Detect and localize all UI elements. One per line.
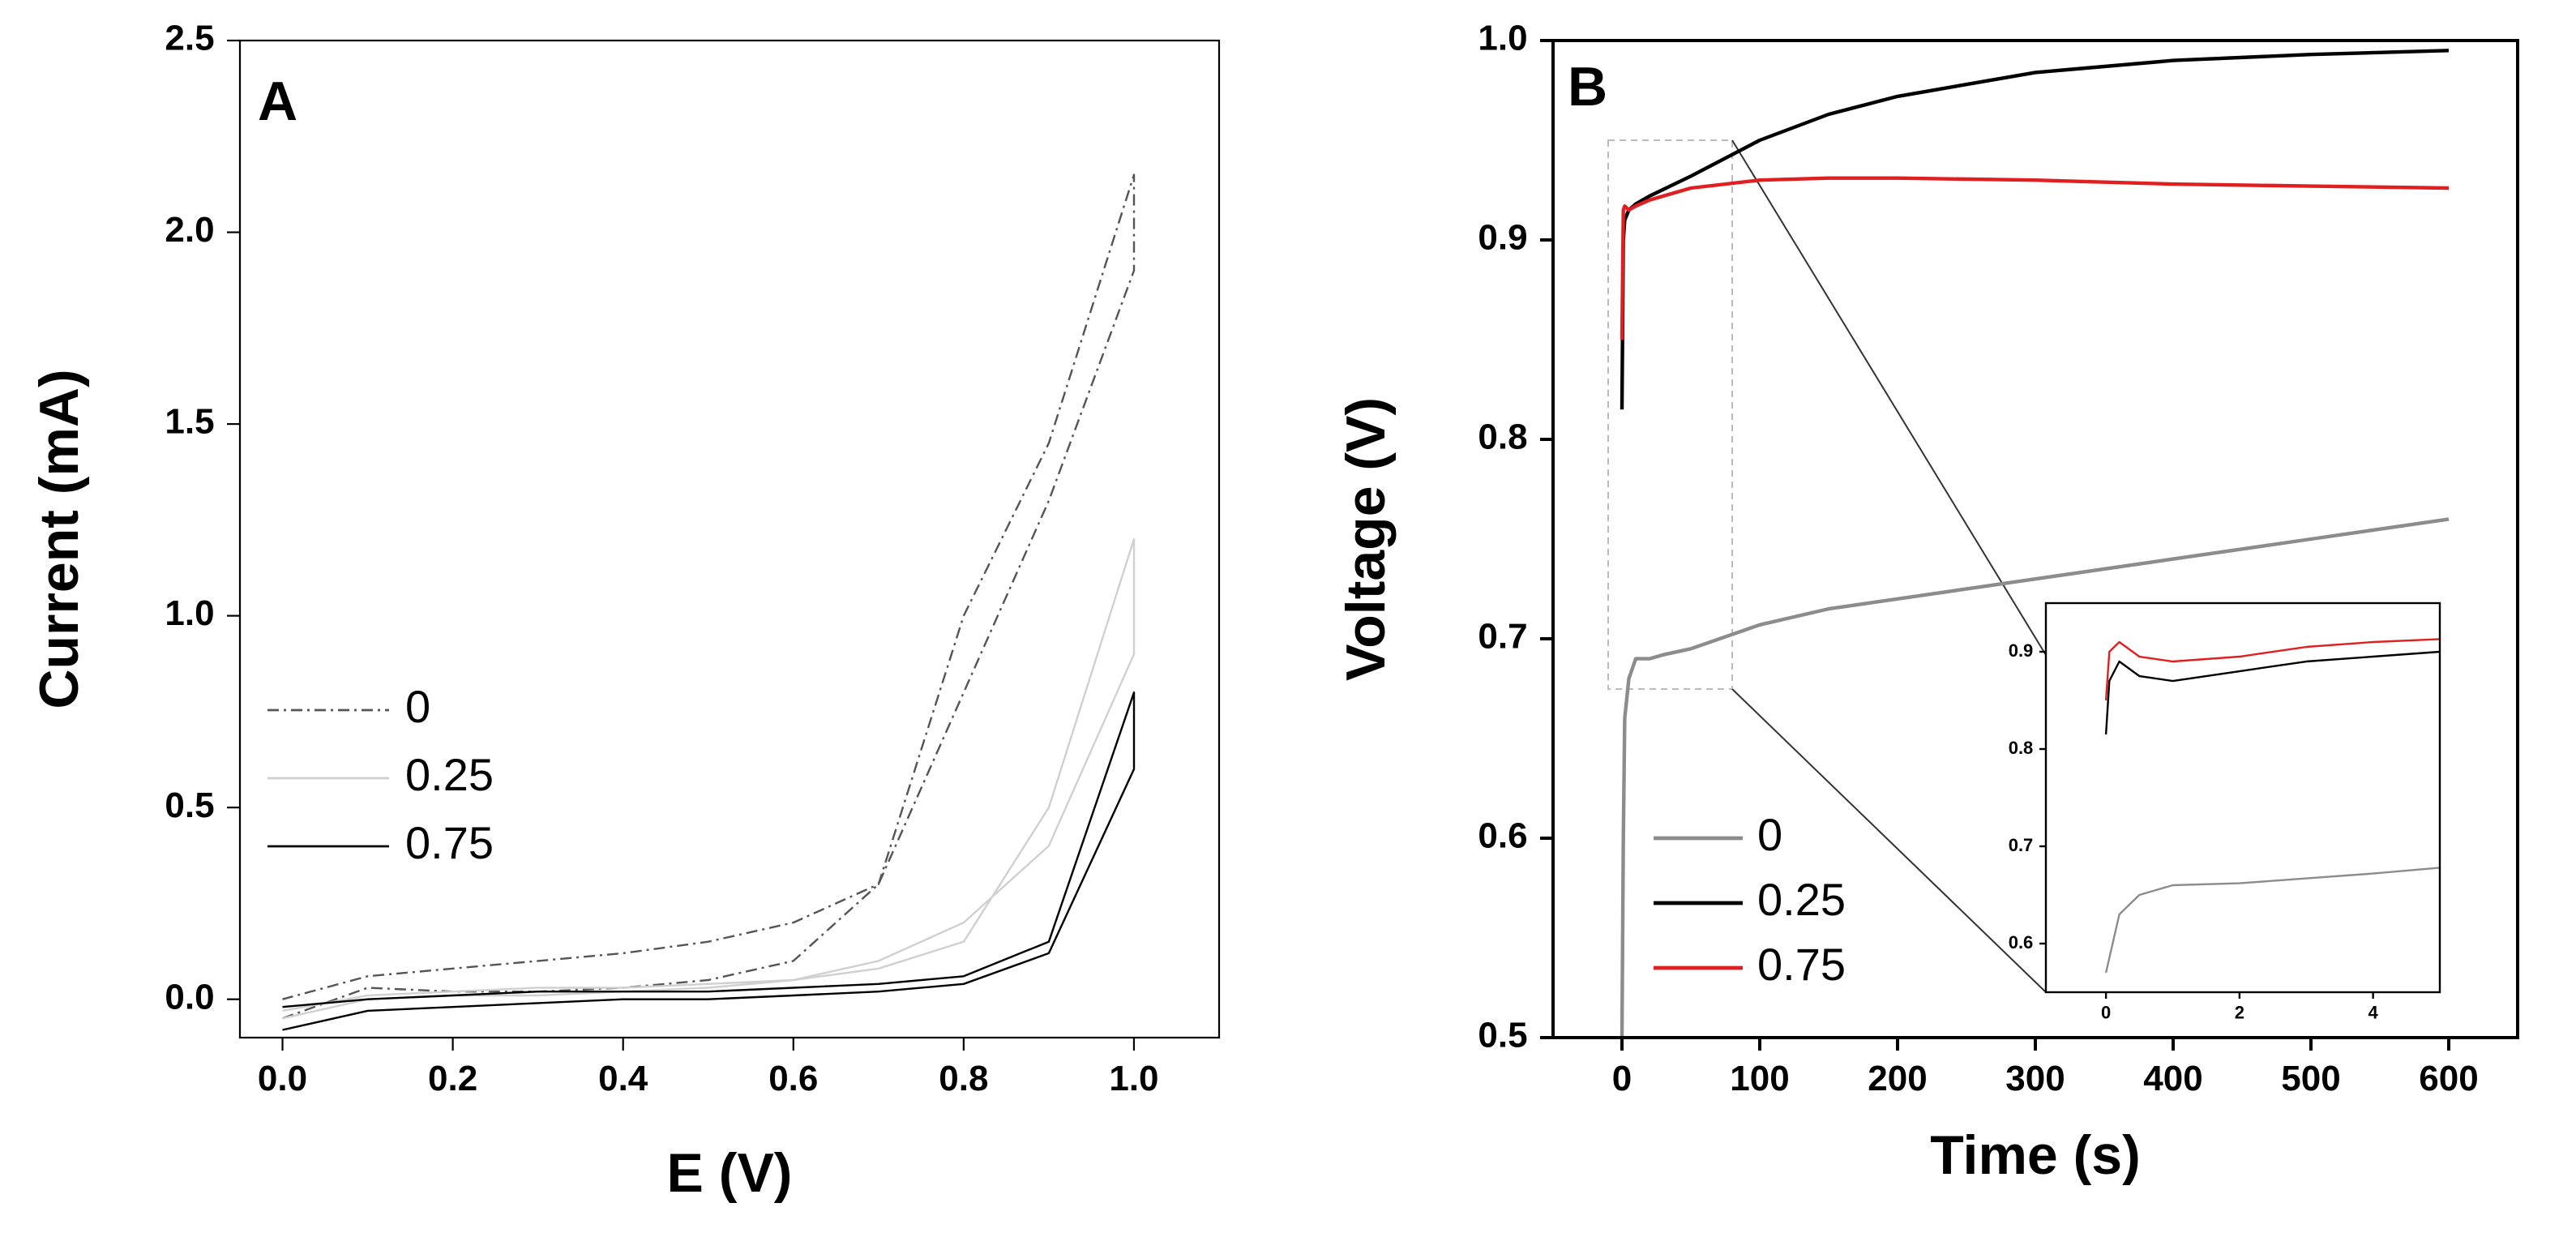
y-tick-label: 1.0 <box>165 593 214 633</box>
panel-label: A <box>258 71 297 132</box>
x-tick-label: 1.0 <box>1109 1059 1158 1098</box>
y-tick-label: 0.5 <box>1478 1016 1527 1055</box>
panel-label: B <box>1568 56 1607 118</box>
y-axis-label: Voltage (V) <box>1335 397 1397 681</box>
data-line <box>1620 176 2450 340</box>
x-tick-label: 0 <box>2101 1003 2111 1023</box>
y-axis-label: Current (mA) <box>28 369 90 708</box>
y-tick-label: 0.0 <box>165 977 214 1017</box>
y-tick-label: 0.5 <box>165 786 214 825</box>
y-tick-label: 1.5 <box>165 402 214 442</box>
data-line <box>2104 650 2440 735</box>
legend-label: 0.75 <box>1757 939 1846 990</box>
data-line <box>282 691 1136 1031</box>
x-tick-label: 4 <box>2368 1003 2379 1023</box>
data-line <box>282 173 1136 1020</box>
y-tick-label: 1.0 <box>1478 19 1527 58</box>
y-tick-label: 0.8 <box>2009 738 2034 758</box>
plot-frame <box>1551 39 2519 1039</box>
y-tick-label: 0.9 <box>2009 640 2034 661</box>
legend-label: 0.75 <box>405 817 494 868</box>
y-tick-label: 2.5 <box>165 19 214 58</box>
y-tick-label: 0.7 <box>2009 835 2034 855</box>
zoom-box <box>1607 139 1733 690</box>
x-tick-label: 0.4 <box>598 1059 648 1098</box>
x-tick-label: 100 <box>1730 1059 1789 1098</box>
x-tick-label: 0.6 <box>768 1059 818 1098</box>
inset-chart: 0 2 4 0.6 0.7 0.8 0.9 <box>2009 601 2441 1023</box>
legend-label: 0 <box>405 681 430 732</box>
y-tick-label: 2.0 <box>165 210 214 250</box>
data-line <box>2104 638 2440 701</box>
zoom-connector <box>1731 688 2047 993</box>
series-group <box>282 173 1136 1031</box>
y-tick-label: 0.7 <box>1478 617 1527 657</box>
legend-label: 0 <box>1757 809 1782 860</box>
inset-background <box>2046 603 2440 992</box>
x-tick-label: 0.8 <box>939 1059 988 1098</box>
x-tick-label: 600 <box>2419 1059 2478 1098</box>
x-tick-label: 500 <box>2281 1059 2340 1098</box>
y-tick-label: 0.6 <box>2009 932 2034 952</box>
x-tick-label: 200 <box>1868 1059 1927 1098</box>
chart-panel: 0.0 0.2 0.4 0.6 0.8 1.0 0.0 0.5 1.0 1.5 2.0 2.5 0 0.2… <box>28 19 1221 1204</box>
x-tick-label: 0.0 <box>258 1059 307 1098</box>
plot-frame <box>2044 601 2441 994</box>
x-tick-label: 0.2 <box>428 1059 477 1098</box>
x-tick-label: 2 <box>2235 1003 2244 1023</box>
y-tick-label: 0.6 <box>1478 816 1527 856</box>
data-line <box>1620 49 2450 410</box>
legend-label: 0.25 <box>405 749 494 800</box>
y-tick-label: 0.8 <box>1478 417 1527 457</box>
x-axis-label: E (V) <box>667 1142 793 1204</box>
data-line <box>1620 517 2450 1038</box>
data-line <box>282 537 1136 1020</box>
chart-panel: 0 100 200 300 400 500 600 0.5 0.6 0.7 0.8 0.9 1.0 0 0.… <box>1335 19 2519 1186</box>
plot-frame <box>238 39 1221 1039</box>
zoom-connector <box>1731 139 2047 656</box>
series-group <box>1620 49 2450 1038</box>
legend-label: 0.25 <box>1757 874 1846 925</box>
y-tick-label: 0.9 <box>1478 218 1527 258</box>
x-tick-label: 0 <box>1612 1059 1632 1098</box>
series-group <box>2104 638 2440 974</box>
x-tick-label: 400 <box>2143 1059 2202 1098</box>
x-axis-label: Time (s) <box>1930 1124 2140 1186</box>
x-tick-label: 300 <box>2005 1059 2065 1098</box>
data-line <box>2104 867 2440 974</box>
